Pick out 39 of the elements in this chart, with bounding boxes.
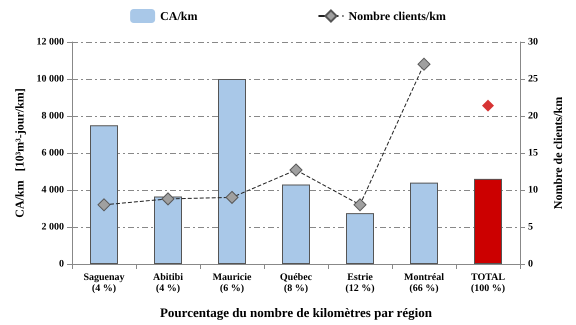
y2-axis-title: Nombre de clients/km: [551, 96, 565, 210]
x-tick-label: Montréal (66 %): [404, 272, 444, 294]
x-tick-label: Estrie (12 %): [345, 272, 375, 294]
x-tick-label: Mauricie (6 %): [212, 272, 252, 294]
y2-tick-label: 25: [528, 74, 538, 84]
point: [226, 190, 238, 204]
y-tick-label: 12 000: [36, 36, 64, 48]
point: [482, 100, 494, 112]
point: [354, 198, 366, 212]
bar: [410, 182, 438, 264]
legend-label: CA/km: [160, 9, 198, 23]
bar: [282, 184, 310, 264]
bar: [218, 79, 246, 264]
x-tick-label: TOTAL (100 %): [470, 272, 506, 294]
y-tick-label: 2 000: [42, 222, 64, 232]
y2-tick-label: 15: [528, 148, 538, 158]
bar: [90, 125, 118, 264]
point: [98, 198, 110, 212]
y2-tick-label: 5: [528, 222, 533, 232]
y-tick-label: 10 000: [36, 74, 64, 84]
point: [162, 192, 174, 206]
y-tick-label: 6 000: [42, 148, 64, 158]
point: [290, 164, 302, 177]
y-axis-title: CA/km [10³m³-jour/km]: [12, 88, 27, 218]
y-tick-label: 8 000: [42, 110, 64, 122]
x-tick-label: Québec (8 %): [280, 272, 313, 294]
y2-tick-label: 30: [528, 36, 538, 48]
y2-tick-label: 20: [528, 110, 538, 122]
y-tick-label: 4 000: [42, 184, 64, 196]
bar: [474, 178, 502, 264]
point: [418, 58, 430, 71]
bar: [154, 196, 182, 264]
x-axis-title: Pourcentage du nombre de kilomètres par région: [160, 305, 433, 320]
x-tick-label: Abitibi (4 %): [152, 272, 184, 294]
y2-tick-label: 0: [528, 258, 533, 270]
y2-tick-label: 10: [528, 184, 538, 196]
x-tick-label: Saguenay (4 %): [83, 272, 125, 294]
y-tick-label: 0: [59, 258, 64, 270]
legend-label: Nombre clients/km: [348, 9, 446, 23]
